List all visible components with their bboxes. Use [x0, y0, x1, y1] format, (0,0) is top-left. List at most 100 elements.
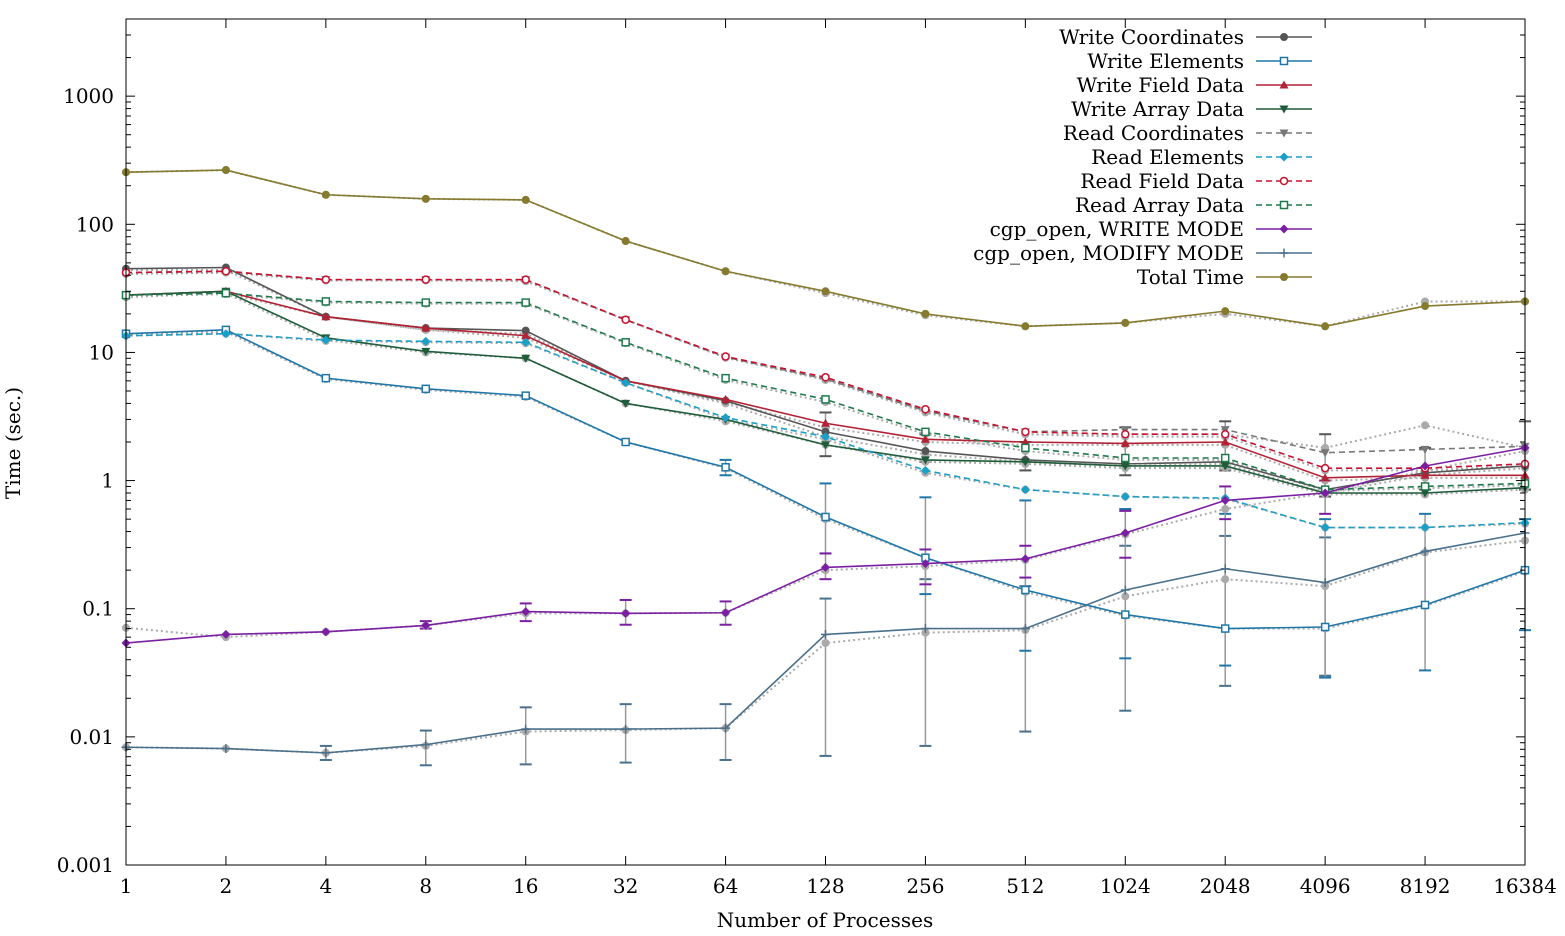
series-gray-cgp-open-modify-mode [125, 539, 1526, 754]
point-cgp-open-write-mode [1220, 495, 1230, 505]
legend-label-cgp-open-modify-mode: cgp_open, MODIFY MODE [973, 241, 1244, 265]
point-write-elements [621, 437, 630, 447]
point-cgp-open-modify-mode [920, 624, 930, 634]
point-cgp-open-modify-mode [821, 629, 830, 639]
point-read-elements [1320, 523, 1330, 533]
x-tick-label: 2 [220, 874, 233, 898]
y-tick-label: 0.001 [57, 853, 114, 877]
x-tick-label: 16384 [1493, 874, 1557, 898]
point-write-array-data [1420, 489, 1430, 498]
legend-label-total-time: Total Time [1137, 265, 1244, 289]
y-tick-label: 1000 [63, 84, 114, 108]
point-read-coordinates [1420, 445, 1430, 454]
error-bar-cgp-open-modify-mode [519, 706, 532, 766]
point-write-elements [1021, 585, 1030, 595]
point-write-array-data [821, 441, 830, 450]
point-write-array-data [920, 456, 930, 465]
point-read-elements [721, 413, 731, 423]
point-cgp-open-write-mode [421, 620, 431, 630]
point-write-elements [1220, 624, 1230, 633]
point-read-field-data [921, 405, 930, 414]
series-line-read-field-data [125, 270, 1526, 469]
legend-marker-read-array-data [1279, 200, 1289, 210]
point-write-array-data [1120, 462, 1130, 471]
point-gray-cgp-open-modify-mode [1221, 575, 1230, 584]
point-gray-cgp-open-write-mode [1221, 505, 1230, 514]
point-read-elements [1120, 492, 1130, 502]
legend-label-read-elements: Read Elements [1091, 145, 1244, 169]
legend-label-write-field-data: Write Field Data [1077, 73, 1245, 97]
point-read-elements [1020, 485, 1030, 495]
point-total-time [421, 194, 430, 203]
point-read-coordinates [1320, 449, 1330, 458]
point-read-field-data [221, 267, 231, 276]
legend-label-write-coordinates: Write Coordinates [1059, 25, 1244, 49]
point-read-array-data [1220, 453, 1230, 463]
point-read-array-data [1420, 482, 1430, 491]
point-total-time [721, 267, 730, 276]
point-read-field-data [1320, 463, 1330, 473]
legend-label-write-elements: Write Elements [1087, 49, 1244, 73]
point-read-field-data [821, 373, 830, 382]
point-read-elements [621, 378, 631, 388]
legend-marker-total-time [1280, 273, 1288, 281]
point-cgp-open-write-mode [1320, 488, 1330, 498]
error-bar-write-elements [1419, 512, 1432, 672]
point-cgp-open-modify-mode [1320, 578, 1330, 588]
legend-marker-write-array-data [1279, 105, 1289, 114]
point-read-array-data [1121, 453, 1130, 463]
point-read-array-data [321, 297, 331, 306]
x-tick-label: 4096 [1300, 874, 1351, 898]
plot-layer [121, 166, 1531, 767]
point-gray-cgp-open-modify-mode [1121, 592, 1130, 601]
y-tick-label: 0.01 [69, 725, 114, 749]
point-cgp-open-modify-mode [1120, 585, 1130, 595]
point-read-field-data [521, 275, 530, 284]
point-read-elements [321, 335, 331, 345]
point-read-elements [821, 432, 830, 442]
legend-marker-read-field-data [1279, 176, 1289, 186]
point-read-array-data [521, 298, 530, 307]
point-write-field-data [321, 312, 331, 321]
x-tick-label: 8192 [1400, 874, 1451, 898]
point-total-time [1021, 322, 1030, 331]
point-write-field-data [1220, 437, 1230, 446]
point-cgp-open-write-mode [821, 562, 830, 572]
legend-marker-write-field-data [1279, 80, 1289, 89]
point-read-array-data [621, 338, 630, 347]
point-read-array-data [921, 427, 930, 437]
point-cgp-open-write-mode [920, 559, 930, 569]
x-tick-label: 2048 [1200, 874, 1251, 898]
point-read-field-data [421, 275, 431, 284]
error-bar-cgp-open-modify-mode [819, 597, 832, 757]
point-write-field-data [521, 331, 531, 340]
x-tick-label: 16 [513, 874, 538, 898]
point-cgp-open-modify-mode [1020, 624, 1030, 634]
point-cgp-open-write-mode [221, 629, 231, 639]
point-cgp-open-write-mode [1020, 554, 1030, 564]
point-cgp-open-write-mode [321, 627, 331, 637]
point-write-elements [821, 512, 830, 522]
point-write-field-data [1420, 470, 1430, 479]
x-axis-label: Number of Processes [717, 908, 933, 932]
legend-marker-cgp-open-write-mode [1279, 224, 1289, 234]
point-write-elements [721, 463, 730, 472]
axes-layer: 0.001 0.01 0.1 1 10 100 1000 1 2 4 8 16 32 64 128 256 51… [57, 18, 1557, 898]
point-total-time [621, 237, 630, 246]
x-tick-label: 1 [120, 874, 133, 898]
point-write-field-data [421, 323, 431, 332]
point-cgp-open-write-mode [1420, 461, 1430, 471]
point-write-field-data [721, 394, 731, 403]
legend-marker-write-elements [1279, 56, 1289, 66]
point-read-field-data [621, 315, 630, 324]
x-tick-label: 128 [806, 874, 844, 898]
point-cgp-open-modify-mode [621, 724, 631, 734]
point-read-elements [221, 329, 231, 339]
x-tick-label: 32 [613, 874, 638, 898]
point-gray-read-coordinates [1421, 421, 1430, 430]
point-read-elements [421, 336, 431, 346]
legend-marker-write-coordinates [1280, 33, 1288, 41]
point-read-array-data [221, 288, 231, 298]
